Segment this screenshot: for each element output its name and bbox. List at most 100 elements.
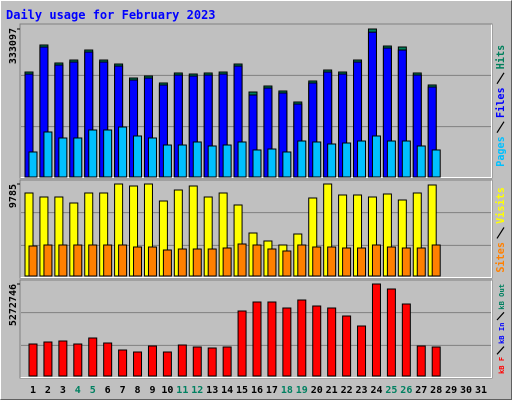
bar bbox=[222, 144, 232, 178]
x-tick-label: 12 bbox=[191, 385, 203, 396]
x-tick-label: 31 bbox=[475, 385, 487, 396]
bar bbox=[386, 288, 396, 377]
bar bbox=[386, 140, 396, 178]
bar bbox=[43, 244, 53, 277]
bar bbox=[401, 140, 411, 178]
bar bbox=[88, 129, 98, 178]
x-tick-label: 26 bbox=[400, 385, 412, 396]
bar bbox=[73, 244, 83, 277]
bar bbox=[28, 245, 38, 277]
legend-label: kB In bbox=[497, 323, 506, 344]
x-tick-label: 6 bbox=[105, 385, 111, 396]
bar bbox=[58, 340, 68, 377]
bar bbox=[312, 246, 322, 277]
y-tick-label: 9785 bbox=[8, 184, 19, 208]
x-tick-label: 28 bbox=[430, 385, 442, 396]
bar bbox=[118, 349, 128, 377]
x-tick-label: 16 bbox=[251, 385, 263, 396]
x-tick-label: 11 bbox=[176, 385, 188, 396]
bar bbox=[327, 143, 337, 178]
bar bbox=[73, 137, 83, 178]
legend-label: Visits bbox=[495, 187, 507, 224]
bar bbox=[118, 244, 128, 277]
x-tick-label: 23 bbox=[356, 385, 368, 396]
y-tick-label: 5272746 bbox=[8, 284, 19, 326]
bar bbox=[371, 244, 381, 277]
bar bbox=[431, 244, 441, 277]
bar bbox=[177, 344, 187, 377]
legend-separator bbox=[496, 72, 505, 85]
bar bbox=[431, 149, 441, 178]
bar bbox=[192, 141, 202, 178]
x-tick-label: 2 bbox=[45, 385, 51, 396]
bar bbox=[252, 244, 262, 277]
x-tick-label: 9 bbox=[149, 385, 155, 396]
legend-label: Pages bbox=[496, 136, 507, 167]
bar bbox=[371, 283, 381, 377]
x-tick-label: 29 bbox=[445, 385, 457, 396]
bar bbox=[43, 131, 53, 178]
bar bbox=[28, 151, 38, 178]
legend-label: Hits bbox=[495, 45, 507, 69]
legend-separator bbox=[496, 346, 505, 355]
bar bbox=[342, 247, 352, 277]
bar bbox=[312, 141, 322, 178]
bar bbox=[177, 144, 187, 178]
bar bbox=[252, 301, 262, 377]
bar bbox=[297, 140, 307, 178]
bar bbox=[282, 307, 292, 377]
chart-title: Daily usage for February 2023 bbox=[6, 8, 216, 22]
bar bbox=[401, 247, 411, 277]
bar bbox=[237, 141, 247, 178]
bar bbox=[237, 310, 247, 377]
bar bbox=[357, 140, 367, 178]
y-tick-label: 333097 bbox=[8, 28, 19, 64]
bar bbox=[342, 142, 352, 178]
bar bbox=[312, 305, 322, 377]
bar bbox=[28, 343, 38, 377]
bar bbox=[267, 248, 277, 277]
bar bbox=[297, 299, 307, 377]
x-tick-label: 15 bbox=[236, 385, 248, 396]
bar bbox=[267, 301, 277, 377]
bar bbox=[357, 247, 367, 277]
x-tick-label: 21 bbox=[326, 385, 338, 396]
bar bbox=[237, 243, 247, 277]
bar bbox=[357, 325, 367, 377]
bar bbox=[342, 315, 352, 377]
bar bbox=[162, 351, 172, 377]
x-tick-label: 1 bbox=[30, 385, 36, 396]
x-tick-label: 17 bbox=[266, 385, 278, 396]
legend-label: kB Out bbox=[497, 284, 506, 310]
bar bbox=[267, 148, 277, 178]
x-tick-label: 5 bbox=[90, 385, 96, 396]
legend-label: Files bbox=[495, 87, 507, 118]
bar bbox=[192, 248, 202, 277]
x-tick-label: 14 bbox=[221, 385, 233, 396]
bar bbox=[192, 346, 202, 377]
panel-edge bbox=[20, 180, 492, 278]
bar bbox=[162, 144, 172, 178]
x-tick-label: 22 bbox=[341, 385, 353, 396]
bar bbox=[222, 247, 232, 277]
bar bbox=[162, 249, 172, 277]
bar bbox=[58, 137, 68, 178]
bar bbox=[282, 250, 292, 277]
bar bbox=[147, 246, 157, 277]
bar bbox=[133, 351, 143, 377]
bar bbox=[73, 343, 83, 377]
x-tick-label: 24 bbox=[370, 385, 382, 396]
bar bbox=[416, 345, 426, 377]
x-tick-label: 18 bbox=[281, 385, 293, 396]
bar bbox=[401, 303, 411, 377]
bar bbox=[103, 129, 113, 178]
legend-label: kB F bbox=[497, 357, 506, 374]
bar bbox=[327, 246, 337, 277]
bar bbox=[282, 151, 292, 178]
bar bbox=[103, 244, 113, 277]
bar bbox=[222, 346, 232, 377]
legend-separator bbox=[496, 311, 505, 321]
bar bbox=[88, 337, 98, 377]
x-tick-label: 4 bbox=[75, 385, 81, 396]
